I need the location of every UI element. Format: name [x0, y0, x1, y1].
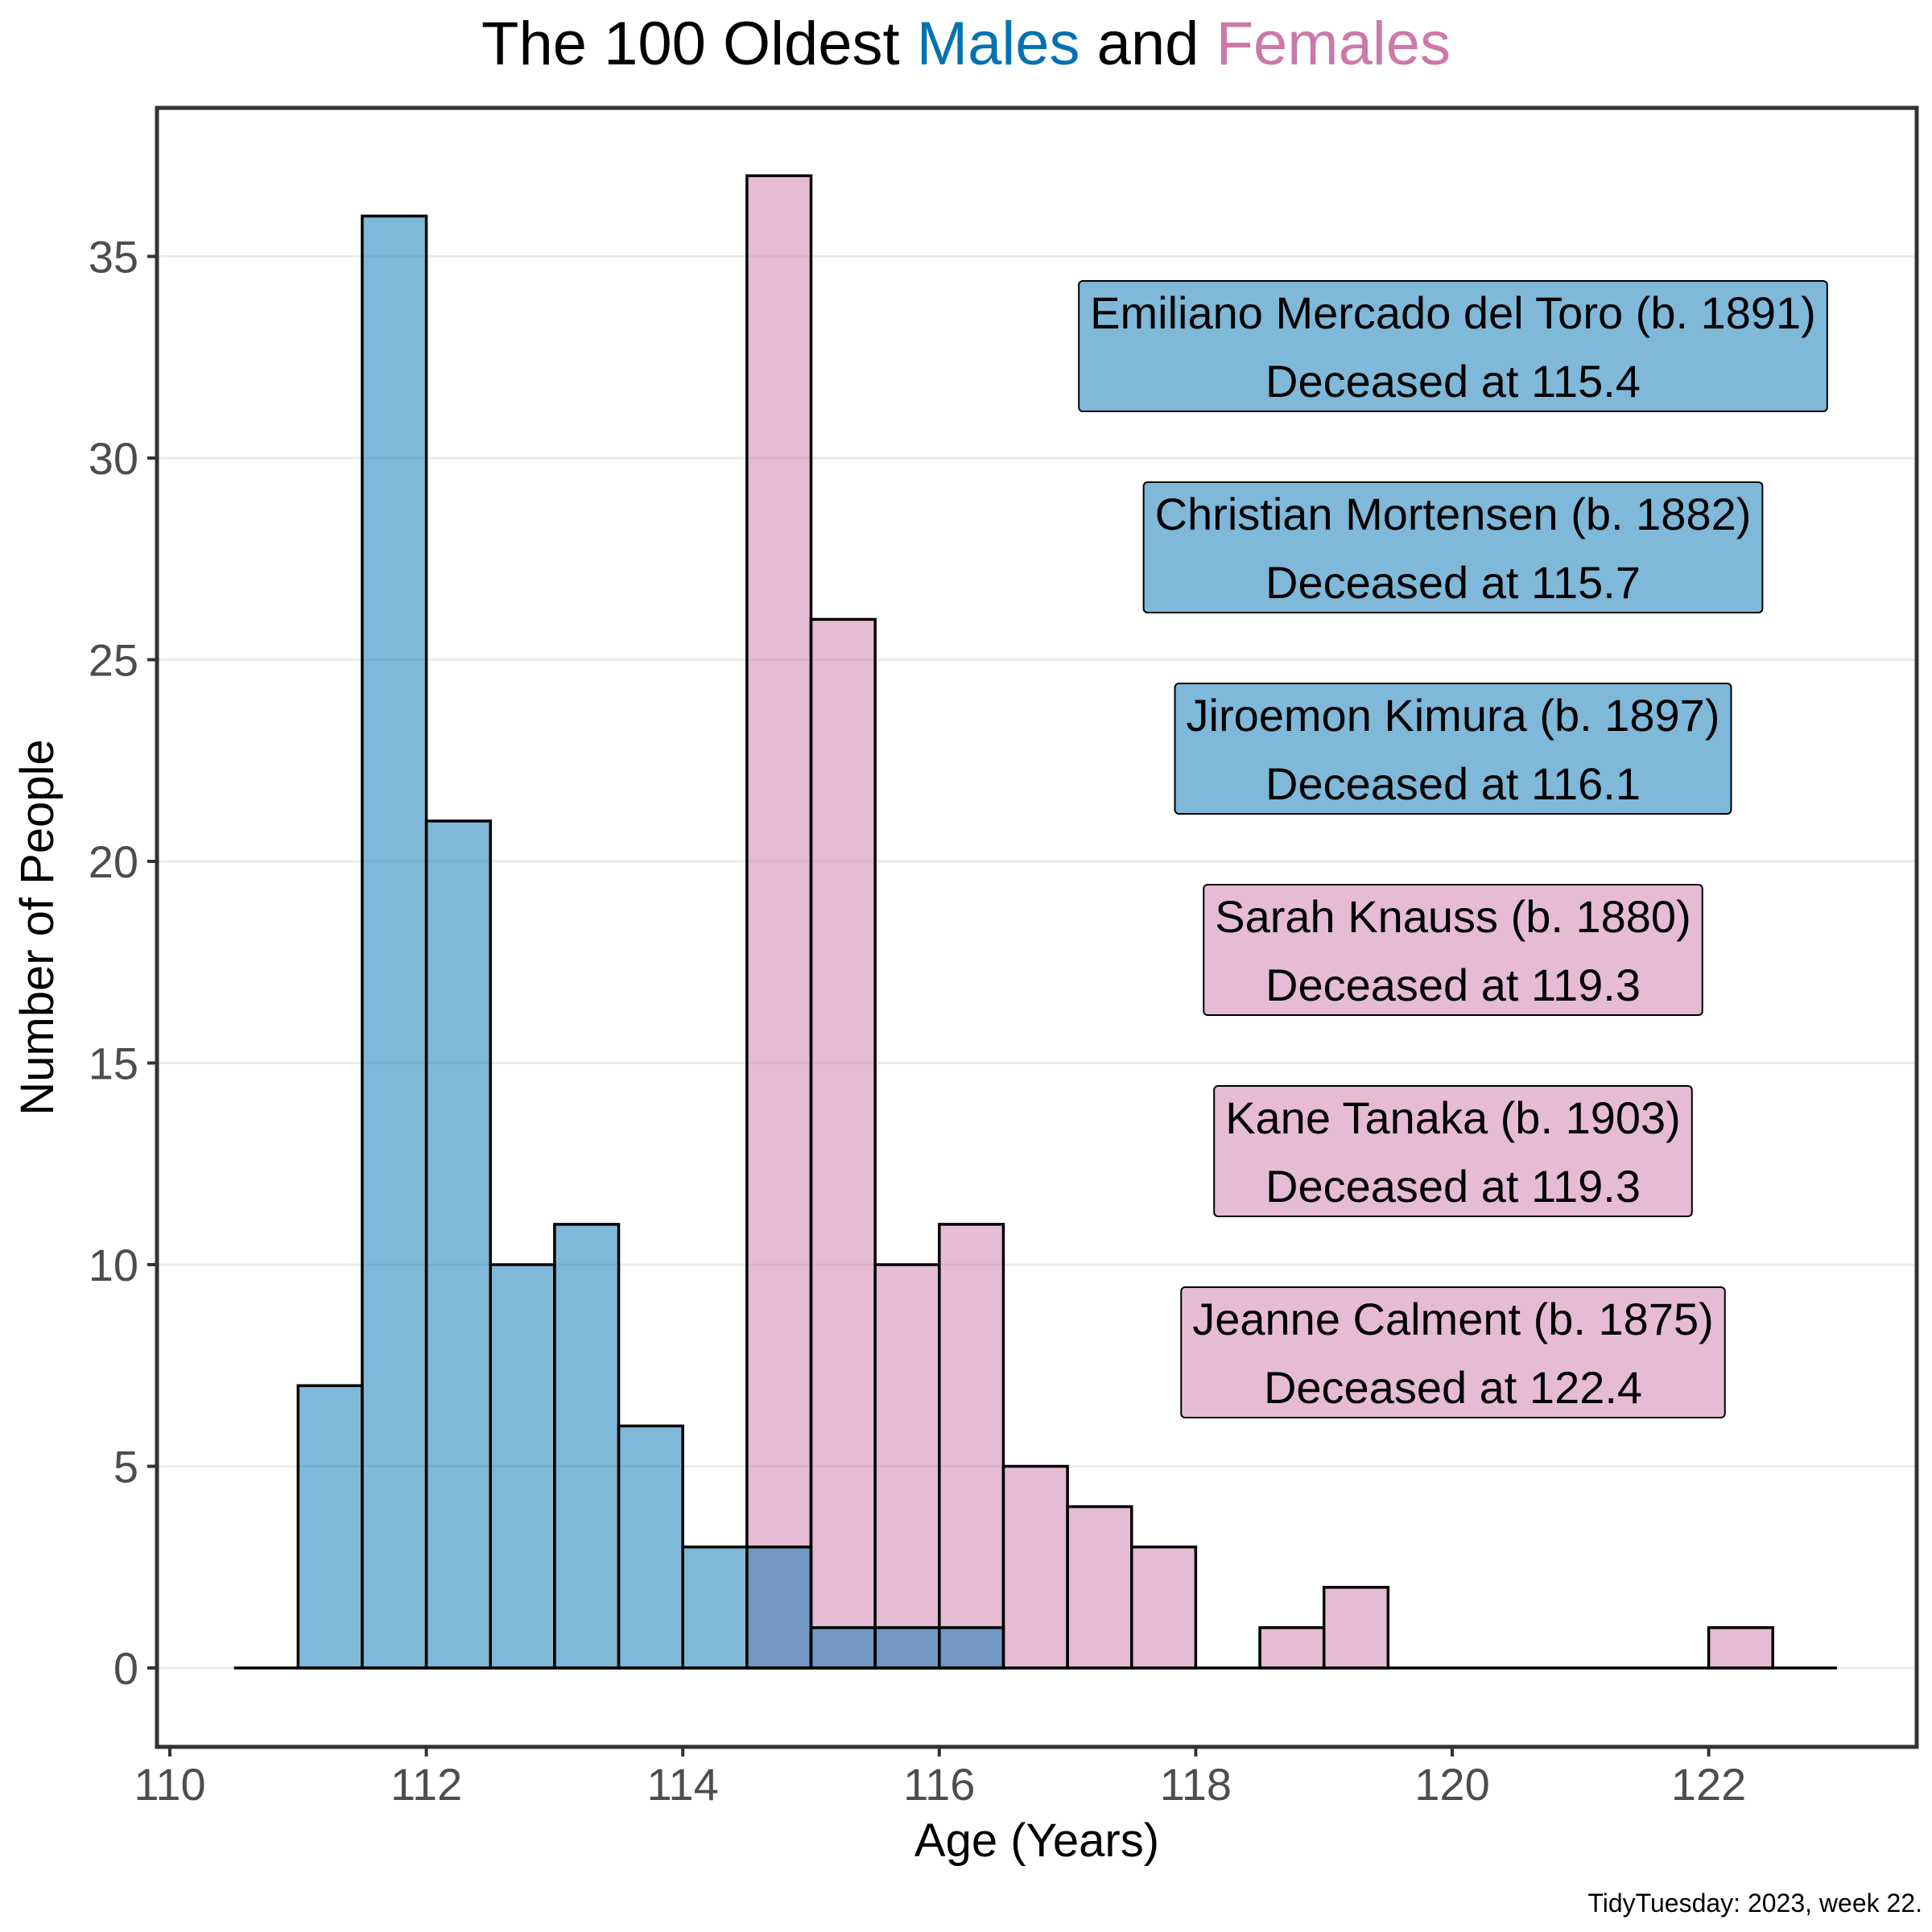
- annotation-name: Christian Mortensen (b. 1882): [1155, 489, 1752, 539]
- male-bar-112: [424, 819, 492, 1670]
- y-tick-label-20: 20: [89, 836, 138, 887]
- annotation-label: Sarah Knauss (b. 1880) Deceased at 119.3: [1203, 884, 1703, 1016]
- male-bar-114: [681, 1545, 749, 1670]
- male-bar-111.5: [361, 214, 428, 1670]
- male-bar-114.5: [745, 1545, 813, 1670]
- annotation-deceased: Deceased at 116.1: [1265, 758, 1641, 809]
- annotation-label: Jiroemon Kimura (b. 1897) Deceased at 116…: [1174, 683, 1732, 815]
- male-bar-116: [938, 1626, 1005, 1670]
- female-bar-119: [1322, 1586, 1390, 1670]
- female-bar-116: [938, 1223, 1005, 1670]
- male-bar-115.5: [873, 1626, 941, 1670]
- x-tick-label-112: 112: [390, 1759, 462, 1810]
- male-bar-115: [809, 1626, 877, 1670]
- annotation-name: Jeanne Calment (b. 1875): [1192, 1294, 1714, 1344]
- y-axis-ticks: 0 5 10 15 20 25 30 35: [89, 232, 157, 1694]
- annotation-label: Emiliano Mercado del Toro (b. 1891) Decea…: [1078, 280, 1828, 412]
- panel-border: [155, 105, 1919, 1749]
- annotation-name: Sarah Knauss (b. 1880): [1215, 891, 1690, 942]
- annotation-box: [1174, 683, 1732, 815]
- annotation-name: Jiroemon Kimura (b. 1897): [1187, 690, 1720, 741]
- annotation-box: [1213, 1085, 1693, 1217]
- x-tick-label-110: 110: [134, 1759, 205, 1810]
- annotation-name: Emiliano Mercado del Toro (b. 1891): [1090, 287, 1816, 338]
- x-axis-ticks: 110 112 114 116 118 120 122: [134, 1747, 1746, 1810]
- male-bars: [296, 214, 1005, 1670]
- male-bar-113.5: [617, 1424, 684, 1670]
- female-bar-115.5: [873, 1263, 941, 1670]
- female-bar-117: [1066, 1505, 1133, 1670]
- female-bar-114.5: [745, 174, 813, 1670]
- annotation-box: [1142, 481, 1764, 613]
- female-bar-117.5: [1130, 1545, 1198, 1670]
- annotation-box: [1078, 280, 1828, 412]
- y-tick-label-30: 30: [89, 433, 138, 484]
- y-axis-title: Number of People: [11, 739, 64, 1115]
- male-bar-113: [553, 1223, 621, 1670]
- annotation-deceased: Deceased at 115.7: [1265, 557, 1641, 608]
- annotation-deceased: Deceased at 119.3: [1265, 1161, 1641, 1212]
- title-middle: and: [1080, 10, 1216, 78]
- female-bar-115: [809, 617, 877, 1670]
- title-males: Males: [917, 10, 1080, 78]
- y-tick-label-35: 35: [89, 232, 138, 283]
- title-females: Females: [1216, 10, 1451, 78]
- annotation-label: Christian Mortensen (b. 1882) Deceased at…: [1142, 481, 1764, 613]
- chart-title: The 100 Oldest Males and Females: [481, 10, 1451, 78]
- x-axis-title: Age (Years): [914, 1814, 1159, 1867]
- y-tick-label-15: 15: [89, 1038, 138, 1089]
- y-tick-label-10: 10: [89, 1240, 138, 1290]
- female-bar-122: [1707, 1626, 1775, 1670]
- female-bar-116.5: [1001, 1464, 1069, 1670]
- male-bar-112.5: [489, 1263, 556, 1670]
- x-tick-label-114: 114: [647, 1759, 719, 1810]
- annotation-label: Jeanne Calment (b. 1875) Deceased at 122.…: [1180, 1286, 1726, 1418]
- annotation-box: [1180, 1286, 1726, 1418]
- annotation-label: Kane Tanaka (b. 1903) Deceased at 119.3: [1213, 1085, 1693, 1217]
- female-bar-118.5: [1258, 1626, 1326, 1670]
- x-tick-label-122: 122: [1671, 1759, 1746, 1810]
- x-tick-label-116: 116: [903, 1759, 975, 1810]
- annotation-name: Kane Tanaka (b. 1903): [1225, 1092, 1681, 1143]
- y-tick-label-0: 0: [114, 1643, 138, 1694]
- title-prefix: The 100 Oldest: [481, 10, 917, 78]
- caption: TidyTuesday: 2023, week 22.: [1587, 1889, 1922, 1918]
- annotation-labels: Emiliano Mercado del Toro (b. 1891) Decea…: [1078, 280, 1828, 1418]
- x-tick-label-120: 120: [1414, 1759, 1489, 1810]
- y-tick-label-5: 5: [114, 1442, 138, 1492]
- annotation-deceased: Deceased at 122.4: [1264, 1362, 1642, 1413]
- annotation-deceased: Deceased at 119.3: [1265, 960, 1641, 1010]
- annotation-box: [1203, 884, 1703, 1016]
- female-bars: [745, 174, 1775, 1670]
- x-tick-label-118: 118: [1160, 1759, 1232, 1810]
- y-tick-label-25: 25: [89, 635, 138, 686]
- male-bar-111: [296, 1384, 364, 1670]
- annotation-deceased: Deceased at 115.4: [1265, 356, 1641, 407]
